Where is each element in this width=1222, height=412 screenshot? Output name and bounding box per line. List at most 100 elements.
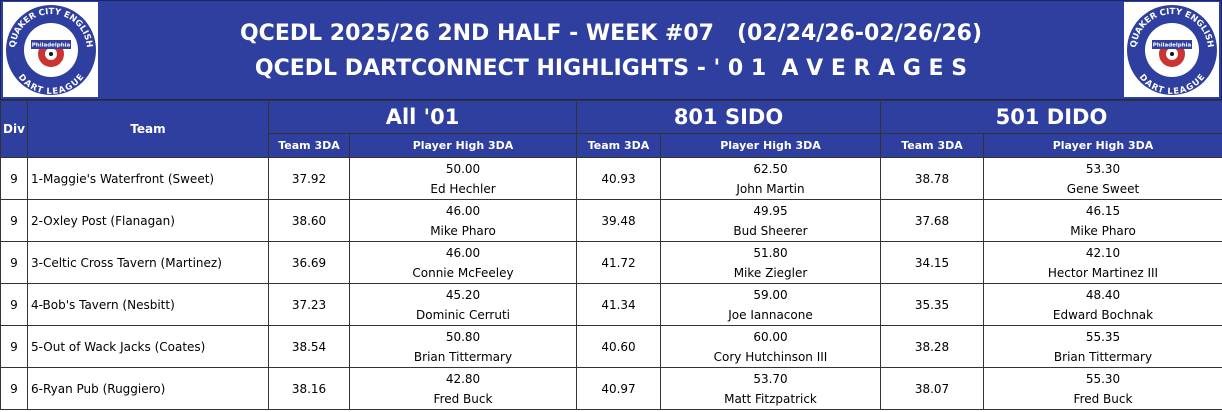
row: 9 2-Oxley Post (Flanagan) 38.60 46.00 Mike P… <box>0 199 1222 242</box>
player-3da: 59.00 <box>753 287 788 302</box>
logo: Philadelphia QUAKER CITY ENGLISH DART LE… <box>1124 2 1219 97</box>
team-3da: 36.69 <box>268 241 350 284</box>
player-name: Cory Hutchinson III <box>713 349 828 364</box>
team-3da: 38.78 <box>880 157 984 200</box>
div-cell: 9 <box>0 367 28 410</box>
team-3da: 37.92 <box>268 157 350 200</box>
team-3da: 38.16 <box>268 367 350 410</box>
player-3da: 53.70 <box>753 371 788 386</box>
team-3da: 38.07 <box>880 367 984 410</box>
header-div: Div <box>0 100 28 158</box>
player-3da: 55.30 <box>1085 371 1121 386</box>
team-3da: 40.93 <box>576 157 661 200</box>
player-high: 46.15 Mike Pharo <box>983 199 1222 242</box>
player-high: 46.00 Mike Pharo <box>349 199 577 242</box>
player-3da: 46.15 <box>1085 203 1121 218</box>
team-3da: 41.34 <box>576 283 661 326</box>
player-3da: 45.20 <box>445 287 481 302</box>
player-3da: 50.00 <box>445 161 481 176</box>
player-3da: 53.30 <box>1085 161 1121 176</box>
sub-header: Player High 3DA <box>349 133 577 158</box>
player-high: 42.80 Fred Buck <box>349 367 577 410</box>
team-3da: 38.60 <box>268 199 350 242</box>
player-name: Fred Buck <box>1073 391 1133 406</box>
player-name: Gene Sweet <box>1066 181 1140 196</box>
player-name: Matt Fitzpatrick <box>724 391 817 406</box>
player-high: 53.70 Matt Fitzpatrick <box>660 367 881 410</box>
logo-center: Philadelphia <box>32 43 71 49</box>
div-cell: 9 <box>0 157 28 200</box>
team-cell: 5-Out of Wack Jacks (Coates) <box>27 325 269 368</box>
player-name: Hector Martinez III <box>1047 265 1159 280</box>
player-3da: 42.80 <box>445 371 481 386</box>
sub-header: Player High 3DA <box>983 133 1222 158</box>
player-high: 50.80 Brian Tittermary <box>349 325 577 368</box>
player-high: 55.35 Brian Tittermary <box>983 325 1222 368</box>
div-cell: 9 <box>0 283 28 326</box>
sub-header: Team 3DA <box>268 133 350 158</box>
team-3da: 38.54 <box>268 325 350 368</box>
player-name: Brian Tittermary <box>1053 349 1153 364</box>
player-name: Bud Sheerer <box>733 223 808 238</box>
player-high: 49.95 Bud Sheerer <box>660 199 881 242</box>
player-name: Mike Pharo <box>1070 223 1136 238</box>
sub-header: Player High 3DA <box>660 133 881 158</box>
row: 9 1-Maggie's Waterfront (Sweet) 37.92 50.00… <box>0 157 1222 200</box>
table: Div Team All '01 801 SIDO 501 DIDO Team … <box>0 100 1222 410</box>
player-3da: 49.95 <box>753 203 788 218</box>
team-cell: 4-Bob's Tavern (Nesbitt) <box>27 283 269 326</box>
player-3da: 46.00 <box>445 245 481 260</box>
player-high: 48.40 Edward Bochnak <box>983 283 1222 326</box>
player-high: 59.00 Joe Iannacone <box>660 283 881 326</box>
player-3da: 55.35 <box>1085 329 1121 344</box>
team-cell: 1-Maggie's Waterfront (Sweet) <box>27 157 269 200</box>
player-high: 42.10 Hector Martinez III <box>983 241 1222 284</box>
player-3da: 62.50 <box>753 161 788 176</box>
player-3da: 50.80 <box>445 329 481 344</box>
team-3da: 37.68 <box>880 199 984 242</box>
team-cell: 2-Oxley Post (Flanagan) <box>27 199 269 242</box>
player-high: 50.00 Ed Hechler <box>349 157 577 200</box>
team-3da: 38.28 <box>880 325 984 368</box>
row: 9 3-Celtic Cross Tavern (Martinez) 36.69 46… <box>0 241 1222 284</box>
player-name: Dominic Cerruti <box>415 307 511 322</box>
player-high: 46.00 Connie McFeeley <box>349 241 577 284</box>
player-high: 51.80 Mike Ziegler <box>660 241 881 284</box>
div-cell: 9 <box>0 241 28 284</box>
player-3da: 46.00 <box>445 203 481 218</box>
player-3da: 42.10 <box>1085 245 1121 260</box>
player-name: Fred Buck <box>433 391 493 406</box>
player-high: 62.50 John Martin <box>660 157 881 200</box>
team-3da: 40.60 <box>576 325 661 368</box>
header-team: Team <box>27 100 269 158</box>
player-name: Connie McFeeley <box>412 265 514 280</box>
player-high: 45.20 Dominic Cerruti <box>349 283 577 326</box>
team-3da: 39.48 <box>576 199 661 242</box>
player-name: Brian Tittermary <box>413 349 513 364</box>
div-cell: 9 <box>0 325 28 368</box>
group-header: 801 SIDO <box>576 100 881 134</box>
team-3da: 34.15 <box>880 241 984 284</box>
player-3da: 60.00 <box>753 329 788 344</box>
player-name: Edward Bochnak <box>1052 307 1154 322</box>
logo-center: Philadelphia <box>1153 43 1192 49</box>
div-cell: 9 <box>0 199 28 242</box>
subtitle: QCEDL DARTCONNECT HIGHLIGHTS - ' 0 1 A V… <box>254 56 968 81</box>
team-3da: 40.97 <box>576 367 661 410</box>
player-high: 53.30 Gene Sweet <box>983 157 1222 200</box>
team-cell: 3-Celtic Cross Tavern (Martinez) <box>27 241 269 284</box>
logo: Philadelphia QUAKER CITY ENGLISH DART LE… <box>3 2 98 97</box>
group-header: All '01 <box>268 100 577 134</box>
header: Philadelphia QUAKER CITY ENGLISH DART LE… <box>0 0 1222 100</box>
team-3da: 35.35 <box>880 283 984 326</box>
player-name: John Martin <box>736 181 805 196</box>
row: 9 6-Ryan Pub (Ruggiero) 38.16 42.80 Fred Buc… <box>0 367 1222 410</box>
title: QCEDL 2025/26 2ND HALF - WEEK #07 (02/24… <box>239 21 983 46</box>
player-3da: 48.40 <box>1085 287 1121 302</box>
group-header: 501 DIDO <box>880 100 1222 134</box>
player-high: 60.00 Cory Hutchinson III <box>660 325 881 368</box>
row: 9 4-Bob's Tavern (Nesbitt) 37.23 45.20 Domin… <box>0 283 1222 326</box>
player-name: Ed Hechler <box>430 181 496 196</box>
row: 9 5-Out of Wack Jacks (Coates) 38.54 50.80 B… <box>0 325 1222 368</box>
